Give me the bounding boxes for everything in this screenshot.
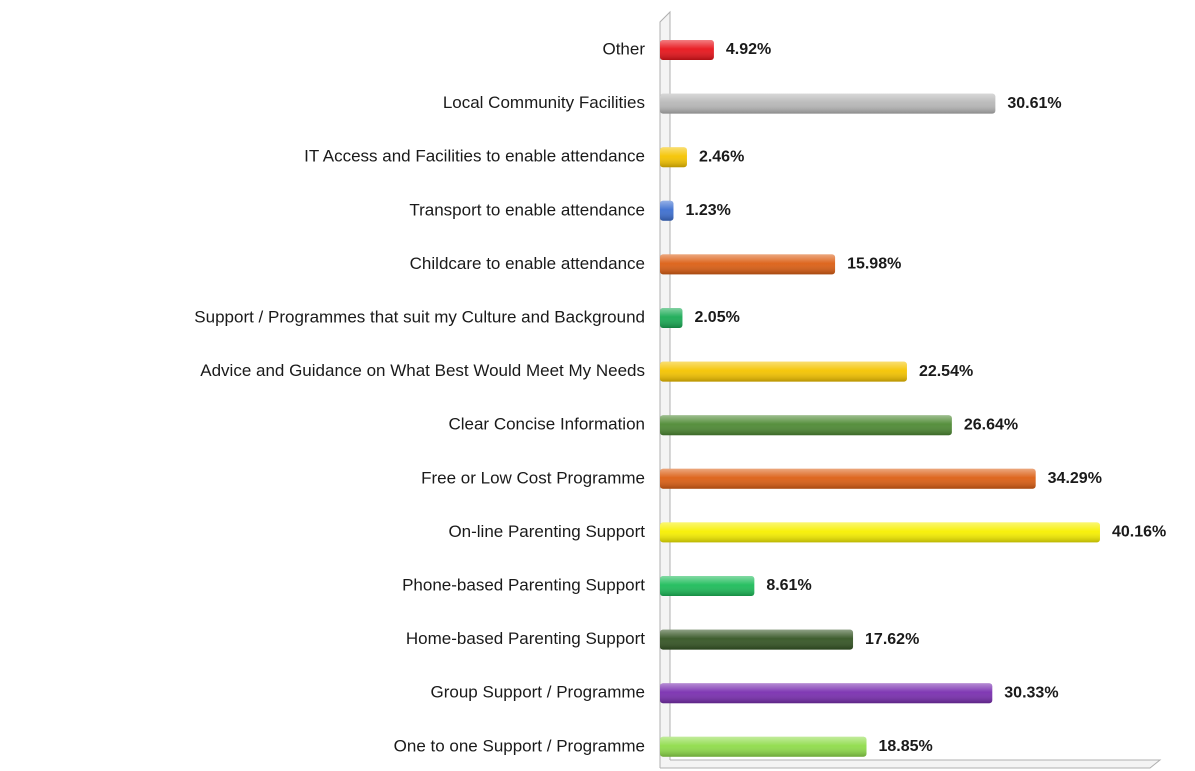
bar-shine bbox=[660, 468, 1036, 489]
value-label: 15.98% bbox=[847, 256, 901, 273]
bar-shine bbox=[660, 254, 836, 275]
value-label: 2.46% bbox=[699, 148, 744, 165]
value-label: 30.33% bbox=[1004, 684, 1058, 701]
bar-shine bbox=[660, 40, 714, 60]
category-label: Childcare to enable attendance bbox=[410, 254, 645, 273]
category-label: Advice and Guidance on What Best Would M… bbox=[200, 361, 645, 380]
category-label: Phone-based Parenting Support bbox=[402, 575, 645, 594]
value-label: 4.92% bbox=[726, 41, 771, 58]
value-label: 17.62% bbox=[865, 631, 919, 648]
category-label: Home-based Parenting Support bbox=[406, 629, 645, 648]
bar-shine bbox=[660, 93, 996, 114]
category-label: IT Access and Facilities to enable atten… bbox=[304, 147, 645, 166]
axis-wall bbox=[659, 10, 1162, 769]
category-label: Group Support / Programme bbox=[431, 683, 645, 702]
value-label: 30.61% bbox=[1007, 95, 1061, 112]
bar-shine bbox=[660, 576, 755, 596]
bar-shine bbox=[660, 522, 1100, 543]
category-label: Local Community Facilities bbox=[443, 93, 645, 112]
bar-shine bbox=[660, 683, 993, 704]
bar-shine bbox=[660, 736, 867, 757]
value-label: 2.05% bbox=[694, 309, 739, 326]
category-label: On-line Parenting Support bbox=[448, 522, 645, 541]
value-label: 26.64% bbox=[964, 416, 1018, 433]
value-label: 18.85% bbox=[879, 738, 933, 755]
category-label: Clear Concise Information bbox=[448, 415, 645, 434]
bar-shine bbox=[660, 361, 907, 382]
value-label: 1.23% bbox=[685, 202, 730, 219]
category-label: Other bbox=[602, 39, 645, 58]
value-label: 22.54% bbox=[919, 363, 973, 380]
value-label: 8.61% bbox=[766, 577, 811, 594]
category-label: Free or Low Cost Programme bbox=[421, 468, 645, 487]
category-label: Support / Programmes that suit my Cultur… bbox=[194, 307, 645, 326]
bar-shine bbox=[660, 147, 687, 168]
category-label: Transport to enable attendance bbox=[409, 200, 645, 219]
category-label: One to one Support / Programme bbox=[394, 736, 645, 755]
bar-shine bbox=[660, 415, 952, 436]
bar-shine bbox=[660, 200, 674, 221]
bar-shine bbox=[660, 308, 683, 328]
bar-shine bbox=[660, 629, 854, 650]
value-label: 34.29% bbox=[1048, 470, 1102, 487]
value-label: 40.16% bbox=[1112, 524, 1166, 541]
